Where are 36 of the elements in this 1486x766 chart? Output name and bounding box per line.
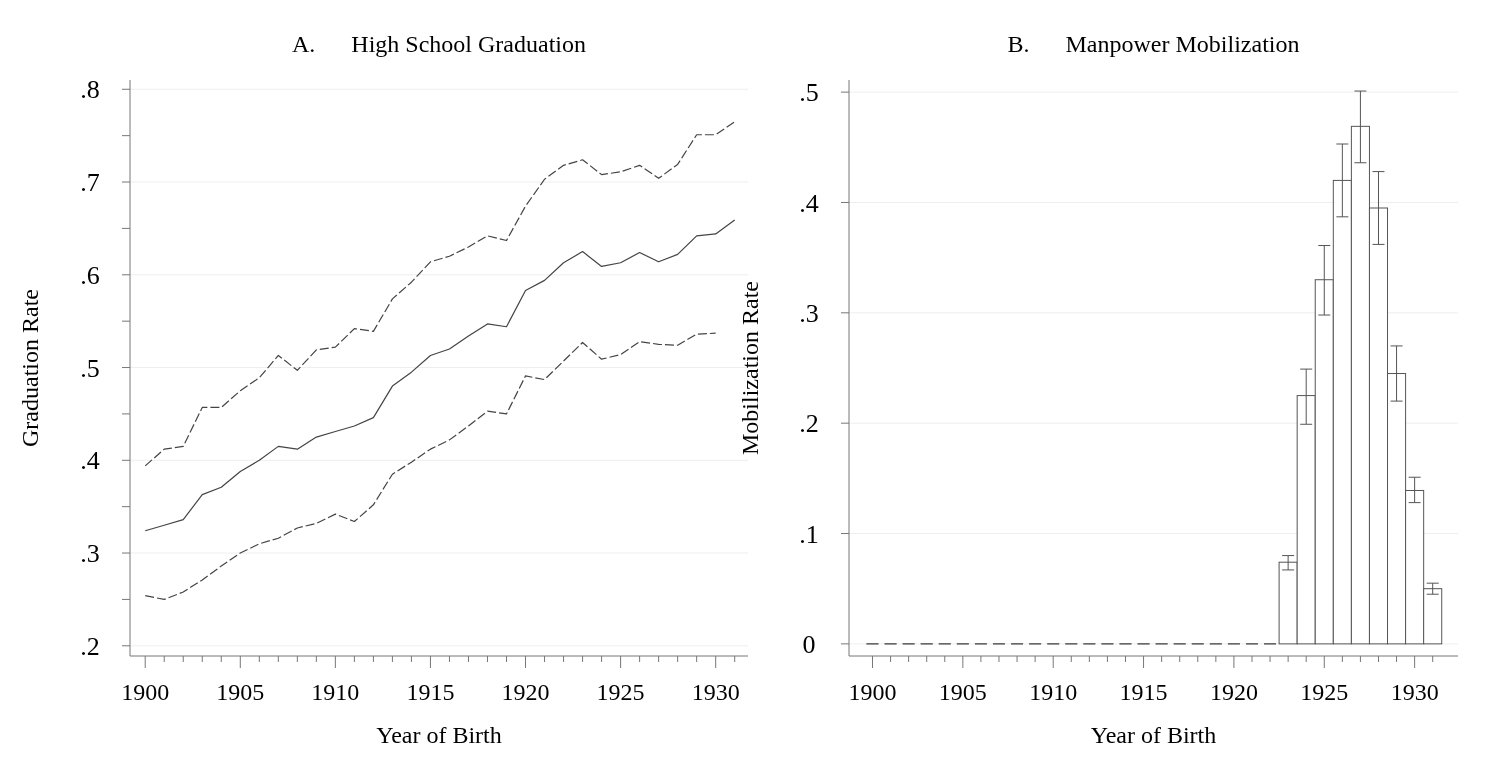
y-tick-label: .4: [799, 188, 819, 218]
y-tick-label: .7: [80, 168, 100, 198]
y-tick-label: .8: [80, 75, 100, 105]
x-tick-label: 1910: [1029, 679, 1078, 705]
x-tick-label: 1910: [311, 679, 360, 705]
y-tick-label: .5: [799, 78, 819, 108]
line-series: [144, 121, 736, 467]
line-series: [144, 332, 717, 601]
x-axis-title: Year of Birth: [376, 722, 502, 748]
y-axis-title: Mobilization Rate: [737, 281, 764, 455]
y-tick-label: .2: [799, 409, 819, 439]
x-axis-title: Year of Birth: [1090, 722, 1217, 748]
y-tick-label: 0: [802, 629, 816, 659]
x-tick-label: 1930: [691, 679, 740, 705]
x-tick-label: 1905: [938, 679, 987, 705]
x-tick-label: 1905: [216, 679, 265, 705]
x-tick-label: 1930: [1390, 679, 1439, 705]
x-tick-label: 1920: [1209, 679, 1258, 705]
x-tick-label: 1915: [1119, 679, 1168, 705]
x-tick-label: 1900: [848, 679, 897, 705]
y-tick-label: .6: [80, 260, 100, 290]
y-tick-label: .1: [799, 519, 819, 549]
y-axis-title: Graduation Rate: [17, 289, 44, 447]
chart-title: B. Manpower Mobilization: [1007, 31, 1300, 57]
y-tick-label: .5: [80, 353, 100, 383]
x-tick-label: 1900: [121, 679, 170, 705]
y-tick-label: .3: [80, 539, 100, 569]
y-tick-label: .3: [799, 298, 819, 328]
x-tick-label: 1925: [596, 679, 645, 705]
x-tick-label: 1920: [501, 679, 550, 705]
chart-title: A. High School Graduation: [292, 31, 586, 57]
x-tick-label: 1925: [1300, 679, 1349, 705]
y-tick-label: .2: [80, 631, 100, 661]
y-tick-label: .4: [80, 446, 100, 476]
line-series: [144, 219, 736, 532]
x-tick-label: 1915: [406, 679, 455, 705]
